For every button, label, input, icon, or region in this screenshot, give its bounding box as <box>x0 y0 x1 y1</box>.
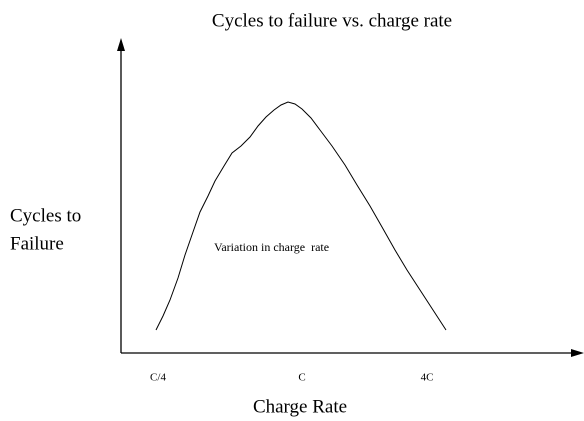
title: Cycles to failure vs. charge rate <box>212 10 452 31</box>
y-axis-label: Cycles to <box>10 205 81 226</box>
x-tick-label: C/4 <box>150 372 166 384</box>
x-axis-arrow <box>571 349 584 357</box>
x-tick-label: C <box>298 372 305 384</box>
x-tick-label: 4C <box>421 372 434 384</box>
annotation: Variation in charge rate <box>214 240 329 254</box>
y-axis-label: Failure <box>10 233 64 254</box>
curve <box>155 101 447 331</box>
x-axis-label: Charge Rate <box>253 396 347 417</box>
y-axis-arrow <box>117 38 125 51</box>
